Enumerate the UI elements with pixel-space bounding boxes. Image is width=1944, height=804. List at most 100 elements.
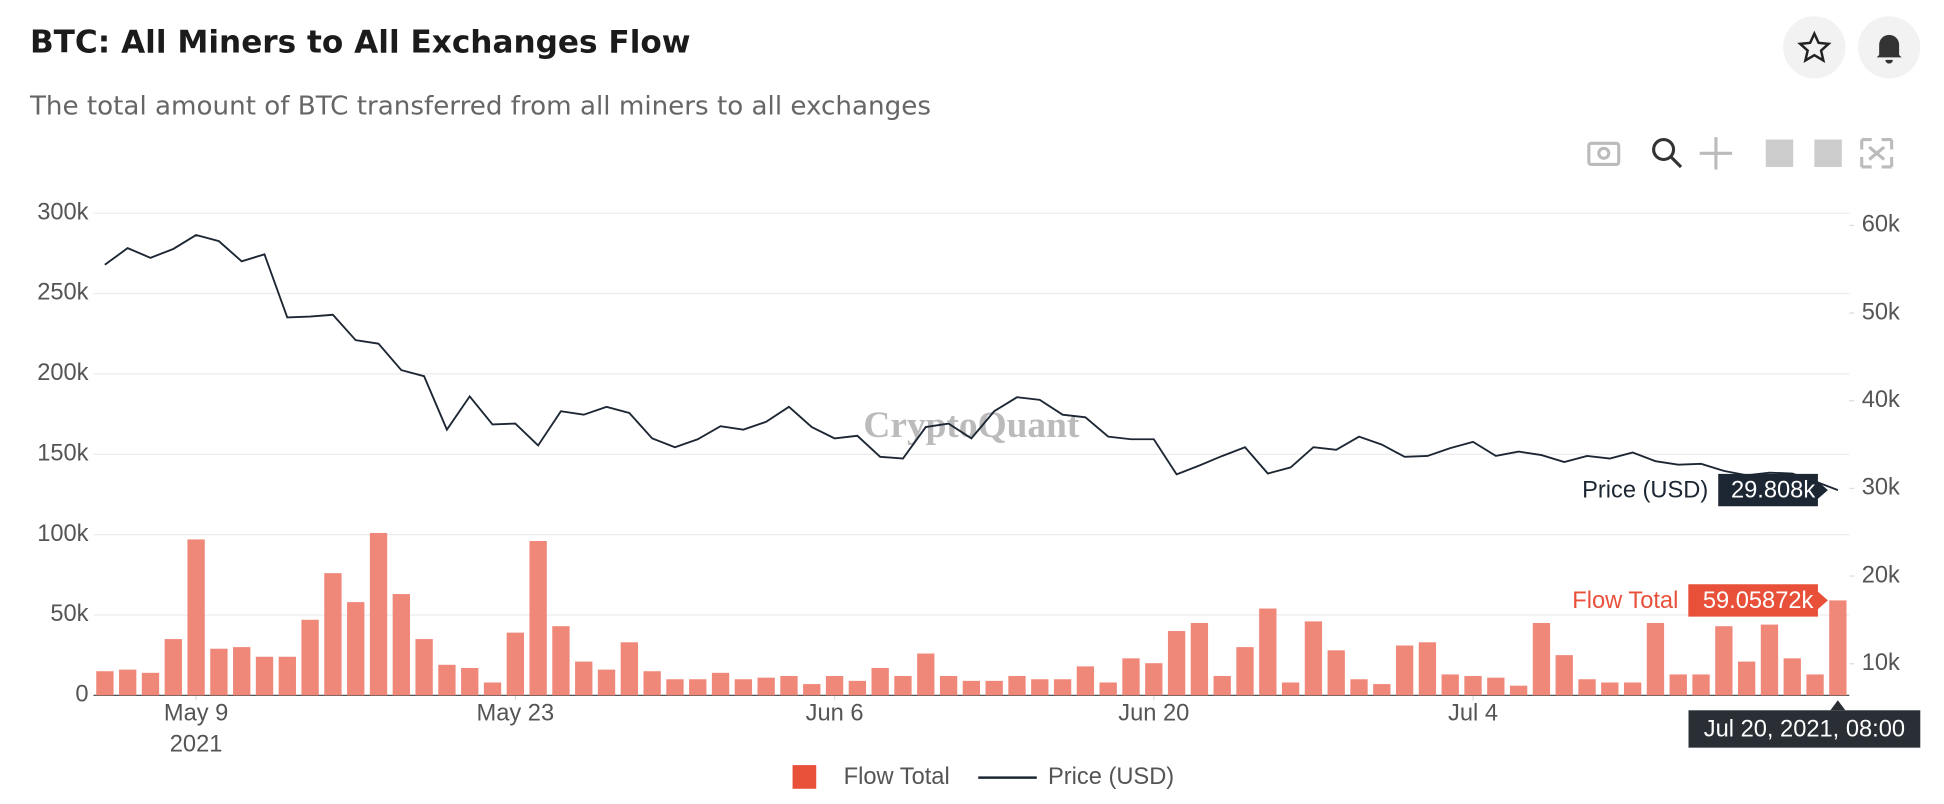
bar	[255, 656, 274, 696]
y-tick-label: 50k	[50, 601, 88, 627]
bar	[1236, 647, 1254, 696]
bar	[1806, 674, 1824, 696]
bar	[1555, 655, 1573, 696]
bar	[1464, 676, 1482, 696]
y-tick-label: 150k	[37, 440, 88, 466]
bar	[1715, 626, 1733, 696]
bar	[278, 656, 296, 696]
bar	[233, 647, 251, 696]
x-tick-label: Jun 20	[1118, 700, 1189, 726]
bar	[894, 676, 912, 696]
alert-button[interactable]	[1857, 16, 1921, 79]
bar	[96, 671, 114, 696]
bar	[1167, 631, 1186, 696]
bar	[803, 684, 821, 696]
legend-label: Price (USD)	[1048, 764, 1174, 790]
bar	[415, 639, 433, 696]
hover-date-box	[1688, 710, 1921, 748]
hover-name: Price (USD)	[1582, 478, 1708, 504]
bar	[506, 632, 524, 696]
bar	[666, 679, 684, 696]
hover-date: Jul 20, 2021, 08:00	[1704, 716, 1905, 742]
y2-tick-label: 30k	[1862, 475, 1900, 501]
bar	[119, 669, 137, 696]
bar	[1692, 674, 1710, 696]
bar	[848, 680, 867, 696]
y2-tick-label: 40k	[1862, 387, 1900, 413]
bar	[825, 676, 844, 696]
price-line	[104, 234, 1839, 491]
bar	[1008, 676, 1026, 696]
x-tick-label: May 23	[477, 700, 555, 726]
bar	[210, 648, 228, 696]
bar	[1646, 622, 1665, 696]
bar	[1487, 677, 1505, 696]
bar	[1601, 682, 1619, 696]
hover-value: 29.808k	[1731, 478, 1815, 504]
bar	[620, 642, 639, 696]
hover-box	[1688, 584, 1828, 617]
bar	[1532, 622, 1551, 696]
bar	[734, 679, 753, 696]
bar	[141, 672, 160, 696]
bar	[1076, 666, 1095, 696]
bar	[1122, 658, 1140, 696]
bar	[187, 539, 205, 696]
bar	[1281, 682, 1300, 696]
hover-date-arrow	[1830, 700, 1846, 711]
bar	[1190, 622, 1209, 696]
bar	[164, 639, 182, 696]
modebar[interactable]	[1587, 137, 1894, 170]
bar	[1213, 676, 1231, 696]
x-tick-label: Jun 6	[806, 700, 864, 726]
bar	[597, 669, 616, 696]
bar	[757, 677, 775, 696]
bar	[780, 676, 798, 696]
bar	[962, 680, 981, 696]
bar	[917, 653, 935, 696]
watermark: CryptoQuant	[863, 405, 1080, 446]
bar	[1350, 679, 1368, 696]
bar	[1578, 679, 1596, 696]
bar	[1053, 679, 1072, 696]
bar	[1623, 682, 1642, 696]
bar	[324, 573, 342, 696]
bar	[643, 671, 661, 696]
x-tick-label: Jul 4	[1448, 700, 1498, 726]
bar	[1031, 679, 1049, 696]
legend-swatch	[792, 765, 817, 789]
x-year-label: 2021	[170, 731, 223, 757]
bar	[301, 619, 319, 696]
bar	[939, 676, 958, 696]
y-tick-label: 200k	[37, 360, 88, 386]
bar	[1418, 642, 1437, 696]
y2-tick-label: 10k	[1862, 650, 1900, 676]
bar	[347, 602, 365, 696]
bar	[1259, 608, 1277, 696]
bar	[529, 541, 547, 696]
bar	[871, 668, 889, 696]
bar	[1441, 674, 1459, 696]
bar	[1395, 645, 1414, 696]
bar	[575, 661, 593, 696]
hover-box	[1718, 473, 1828, 507]
y2-tick-label: 20k	[1862, 562, 1900, 588]
x-tick-label: May 9	[164, 700, 228, 726]
bar	[689, 679, 707, 696]
hover-label: 59.05872k Flow Total	[1572, 584, 1828, 617]
bar	[438, 664, 456, 696]
bar	[392, 594, 410, 696]
y-tick-label: 300k	[37, 199, 88, 225]
bar	[711, 672, 730, 696]
bar	[1509, 685, 1528, 696]
hover-label: 29.808k Price (USD)	[1582, 473, 1828, 507]
bar	[552, 626, 570, 696]
y-tick-label: 250k	[37, 280, 88, 306]
bar	[1829, 600, 1847, 696]
bar	[1327, 650, 1345, 696]
y-tick-label: 0	[75, 682, 88, 708]
bar	[1373, 684, 1391, 696]
favorite-button[interactable]	[1783, 16, 1846, 79]
